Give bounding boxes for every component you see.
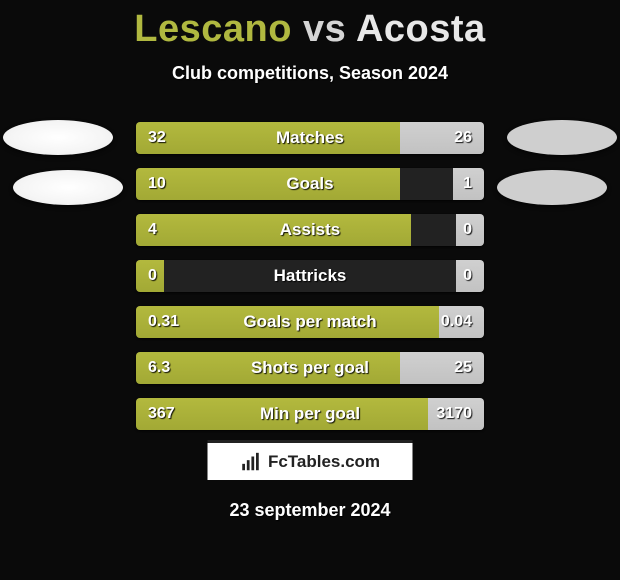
avatar-player1-top: [3, 120, 113, 155]
date-stamp: 23 september 2024: [229, 500, 390, 521]
avatar-player2-bottom: [497, 170, 607, 205]
stat-metric-label: Min per goal: [260, 404, 360, 424]
stat-value-player2: 26: [454, 129, 472, 147]
stat-value-player1: 367: [148, 405, 175, 423]
stat-metric-label: Goals: [286, 174, 333, 194]
stat-row: 32 26 Matches: [136, 122, 484, 154]
stat-row: 0 0 Hattricks: [136, 260, 484, 292]
stat-row: 10 1 Goals: [136, 168, 484, 200]
brand-badge: FcTables.com: [208, 440, 413, 480]
stat-metric-label: Shots per goal: [251, 358, 369, 378]
title-player1: Lescano: [134, 8, 292, 50]
avatar-player1-bottom: [13, 170, 123, 205]
stat-value-player2: 25: [454, 359, 472, 377]
stat-row: 4 0 Assists: [136, 214, 484, 246]
avatar-player2-top: [507, 120, 617, 155]
title-vs: vs: [303, 8, 346, 50]
stat-value-player1: 4: [148, 221, 157, 239]
stat-metric-label: Hattricks: [274, 266, 347, 286]
stat-row: 6.3 25 Shots per goal: [136, 352, 484, 384]
stat-value-player2: 0: [463, 267, 472, 285]
brand-chart-icon: [240, 451, 262, 473]
stat-value-player1: 0: [148, 267, 157, 285]
stat-metric-label: Assists: [280, 220, 340, 240]
stat-value-player2: 1: [463, 175, 472, 193]
bar-segment-player1: [136, 214, 411, 246]
stat-value-player1: 0.31: [148, 313, 179, 331]
stat-value-player1: 6.3: [148, 359, 170, 377]
stat-value-player2: 3170: [436, 405, 472, 423]
comparison-bars: 3226Matches101Goals40Assists00Hattricks0…: [136, 122, 484, 444]
stat-value-player2: 0: [463, 221, 472, 239]
stat-value-player1: 32: [148, 129, 166, 147]
subtitle: Club competitions, Season 2024: [0, 63, 620, 84]
page-title: Lescano vs Acosta: [0, 0, 620, 51]
stat-value-player2: 0.04: [441, 313, 472, 331]
stat-row: 367 3170 Min per goal: [136, 398, 484, 430]
brand-label: FcTables.com: [268, 452, 380, 472]
bar-segment-player1: [136, 122, 400, 154]
stat-value-player1: 10: [148, 175, 166, 193]
stat-metric-label: Goals per match: [243, 312, 376, 332]
stat-row: 0.31 0.04 Goals per match: [136, 306, 484, 338]
bar-segment-player1: [136, 168, 400, 200]
title-player2: Acosta: [356, 8, 486, 50]
stat-metric-label: Matches: [276, 128, 344, 148]
